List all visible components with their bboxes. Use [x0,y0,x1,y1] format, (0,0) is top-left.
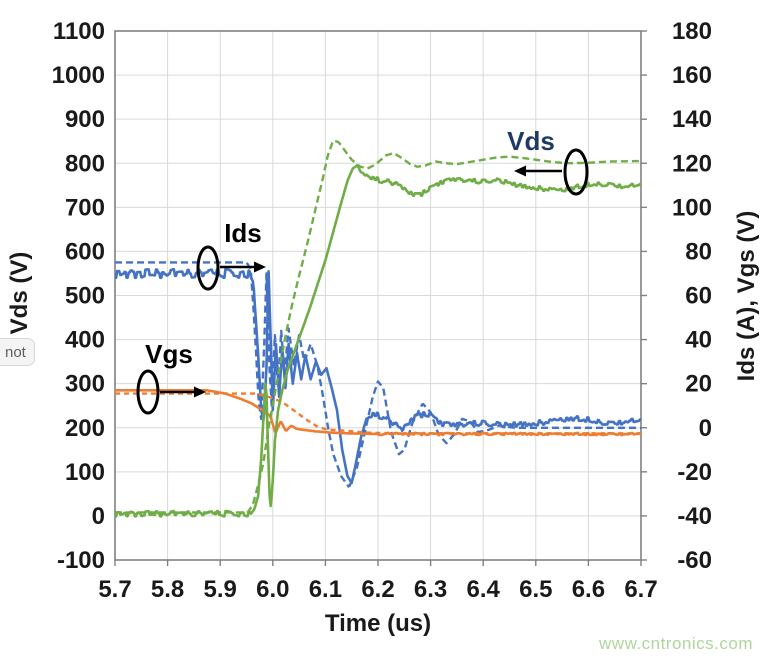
right-axis-tick-label: -20 [677,459,712,486]
series-ids-dashed [114,261,642,488]
right-axis-tick-label: 60 [685,283,712,310]
gridlines [115,31,641,560]
x-axis-tick-label: 6.0 [256,576,289,603]
x-axis-tick-label: 6.4 [467,576,501,603]
series-vds-solid [114,164,642,518]
x-axis-tick-label: 5.8 [151,576,184,603]
x-axis-tick-label: 6.3 [414,576,447,603]
series-vgs-dashed [114,392,642,435]
left-axis-tick-label: 1100 [53,18,105,45]
left-axis-tick-label: 700 [65,194,105,221]
tick-marks [114,30,647,566]
right-axis-title: Ids (A), Vgs (V) [733,210,760,382]
left-axis-tick-label: 600 [65,238,105,265]
right-axis-tick-label: -60 [677,547,712,574]
left-axis-tick-label: 1000 [52,62,105,89]
series-ids-solid [114,267,642,485]
annotation-arrow-head [514,165,526,177]
x-axis-tick-label: 6.7 [624,576,657,603]
edge-tooltip: not [0,338,35,366]
annotation-ellipse [196,245,220,291]
annotation-label: Ids [224,218,262,248]
left-axis-tick-label: 900 [65,106,105,133]
right-axis-tick-label: 140 [672,106,712,133]
annotation-ids: Ids [196,218,266,291]
left-axis-tick-label: 800 [65,150,105,177]
annotation-vgs: Vgs [136,339,206,415]
annotation-ellipse [563,148,589,196]
x-axis-tick-label: 5.9 [204,576,237,603]
right-axis-tick-label: 160 [672,62,712,89]
series-vds-dashed [114,139,642,514]
annotation-ellipse [136,369,160,415]
x-axis-tick-label: 6.2 [361,576,394,603]
x-axis-tick-label: 6.5 [519,576,552,603]
x-axis-tick-label: 6.1 [309,576,342,603]
annotation-vds: Vds [507,126,589,196]
annotation-label: Vgs [145,339,193,369]
left-axis-tick-label: 0 [92,503,105,530]
x-axis-tick-label: 5.7 [98,576,131,603]
left-axis-tick-label: 200 [65,415,105,442]
left-axis-tick-label: 300 [65,371,105,398]
left-axis-tick-label: 500 [65,283,105,310]
x-axis-tick-label: 6.6 [572,576,605,603]
right-axis-tick-label: 20 [685,371,712,398]
right-axis-tick-label: 100 [672,194,712,221]
right-axis-tick-label: 40 [685,327,712,354]
annotation-arrow-head [194,386,206,398]
right-axis-tick-label: 0 [699,415,712,442]
annotation-label: Vds [507,126,555,156]
x-axis-title: Time (us) [324,610,432,637]
watermark-text: www.cntronics.com [599,634,753,653]
right-axis-tick-label: 180 [672,18,712,45]
right-axis-tick-label: -40 [677,503,712,530]
right-axis-tick-label: 120 [672,150,712,177]
left-axis-tick-label: 100 [65,459,105,486]
annotation-arrow-head [254,261,266,273]
left-axis-tick-label: 400 [65,327,105,354]
right-axis-tick-label: 80 [685,238,712,265]
left-axis-tick-label: -100 [57,547,105,574]
